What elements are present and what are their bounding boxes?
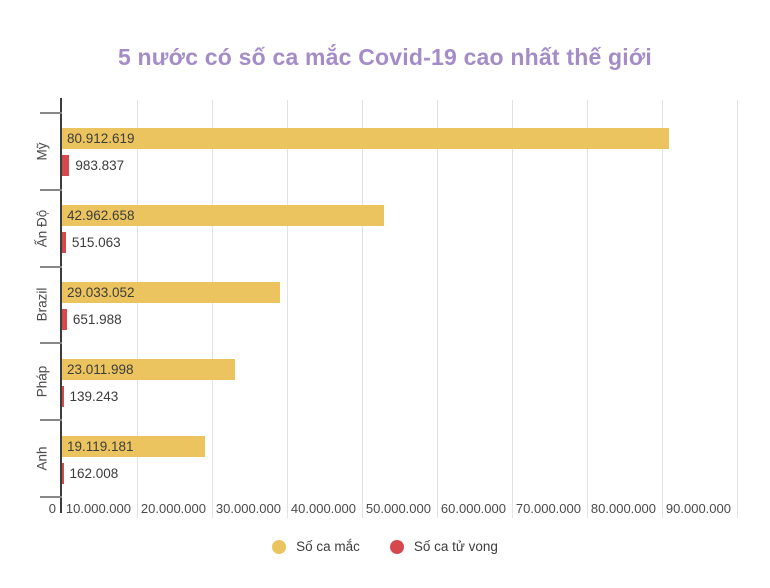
deaths-value-label: 515.063 <box>71 235 121 251</box>
deaths-bar[interactable] <box>62 462 64 484</box>
x-tick-label: 10.000.000 <box>65 501 131 516</box>
category-tick <box>40 112 62 114</box>
x-gridline <box>136 100 138 518</box>
legend-item-label: Số ca mắc <box>296 539 360 554</box>
deaths-value-label: 139.243 <box>69 388 119 404</box>
x-gridline <box>436 100 438 518</box>
x-tick-label: 70.000.000 <box>515 501 581 516</box>
x-tick-label: 40.000.000 <box>290 501 356 516</box>
x-tick-label: 0 <box>48 501 56 516</box>
y-axis-line <box>60 98 62 513</box>
category-tick <box>40 266 62 268</box>
category-tick <box>40 189 62 191</box>
category-label-text: Anh <box>34 446 50 471</box>
x-gridline <box>586 100 588 518</box>
legend-dot-icon <box>272 539 287 554</box>
cases-value-label: 23.011.998 <box>67 361 134 377</box>
category-label-2: Ấn Độ <box>25 190 59 267</box>
x-gridline <box>511 100 513 518</box>
deaths-value-label: 983.837 <box>75 158 125 174</box>
x-gridline <box>361 100 363 518</box>
category-label-5: Anh <box>25 420 59 497</box>
x-gridline <box>736 100 738 518</box>
cases-bar[interactable] <box>62 435 206 457</box>
cases-value-label: 29.033.052 <box>67 285 135 300</box>
category-label-text: Ấn Độ <box>34 209 50 247</box>
legend-item-label: Số ca tử vong <box>413 539 498 554</box>
x-tick-label: 50.000.000 <box>365 501 431 516</box>
cases-bar[interactable] <box>62 205 385 227</box>
legend-item-1[interactable]: Số ca mắc <box>272 539 360 554</box>
deaths-bar[interactable] <box>62 232 66 254</box>
legend-dot-icon <box>389 539 404 554</box>
x-tick-label: 60.000.000 <box>440 501 506 516</box>
legend-item-2[interactable]: Số ca tử vong <box>389 539 498 554</box>
x-tick-label: 90.000.000 <box>665 501 731 516</box>
deaths-bar[interactable] <box>62 385 64 407</box>
x-tick-label: 80.000.000 <box>590 501 656 516</box>
x-tick-label: 30.000.000 <box>215 501 281 516</box>
category-tick <box>40 342 62 344</box>
category-label-text: Mỹ <box>34 142 50 161</box>
cases-bar[interactable] <box>62 282 280 303</box>
deaths-bar[interactable] <box>62 309 67 330</box>
x-gridline <box>286 100 288 518</box>
category-label-1: Mỹ <box>25 113 59 190</box>
x-gridline <box>661 100 663 518</box>
category-label-3: Brazil <box>25 267 59 344</box>
category-label-4: Pháp <box>25 343 59 420</box>
cases-value-label: 19.119.181 <box>67 438 134 454</box>
category-tick <box>40 496 62 498</box>
category-label-text: Pháp <box>34 366 50 398</box>
category-label-text: Brazil <box>34 288 50 322</box>
deaths-bar[interactable] <box>62 155 70 177</box>
chart-title: 5 nước có số ca mắc Covid-19 cao nhất th… <box>117 44 653 70</box>
cases-value-label: 42.962.658 <box>67 208 135 224</box>
cases-bar[interactable] <box>62 128 669 150</box>
category-tick <box>40 419 62 421</box>
x-gridline <box>211 100 213 518</box>
deaths-value-label: 651.988 <box>72 312 122 327</box>
cases-bar[interactable] <box>62 358 235 380</box>
deaths-value-label: 162.008 <box>69 465 119 481</box>
legend: Số ca mắc Số ca tử vong <box>0 539 770 554</box>
cases-value-label: 80.912.619 <box>67 131 135 147</box>
x-tick-label: 20.000.000 <box>140 501 206 516</box>
